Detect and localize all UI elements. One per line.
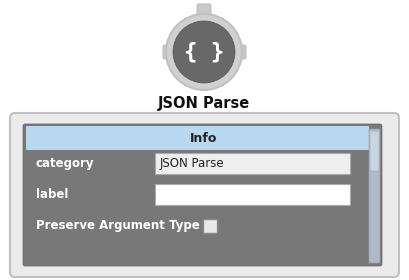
Text: Preserve Argument Type: Preserve Argument Type bbox=[36, 220, 200, 232]
Ellipse shape bbox=[173, 21, 235, 83]
FancyBboxPatch shape bbox=[369, 129, 380, 263]
FancyBboxPatch shape bbox=[23, 124, 382, 266]
Text: label: label bbox=[36, 188, 68, 200]
Ellipse shape bbox=[166, 14, 242, 90]
Text: JSON Parse: JSON Parse bbox=[160, 157, 225, 169]
FancyBboxPatch shape bbox=[163, 45, 177, 59]
FancyBboxPatch shape bbox=[197, 4, 211, 18]
Text: JSON Parse: JSON Parse bbox=[158, 95, 250, 111]
FancyBboxPatch shape bbox=[155, 153, 350, 174]
FancyBboxPatch shape bbox=[26, 126, 369, 150]
FancyBboxPatch shape bbox=[202, 218, 216, 232]
Text: Info: Info bbox=[190, 132, 218, 144]
FancyBboxPatch shape bbox=[232, 45, 246, 59]
FancyBboxPatch shape bbox=[155, 184, 350, 205]
FancyBboxPatch shape bbox=[10, 113, 399, 277]
FancyBboxPatch shape bbox=[370, 131, 379, 171]
Text: { }: { } bbox=[184, 42, 224, 62]
Text: category: category bbox=[36, 157, 94, 169]
